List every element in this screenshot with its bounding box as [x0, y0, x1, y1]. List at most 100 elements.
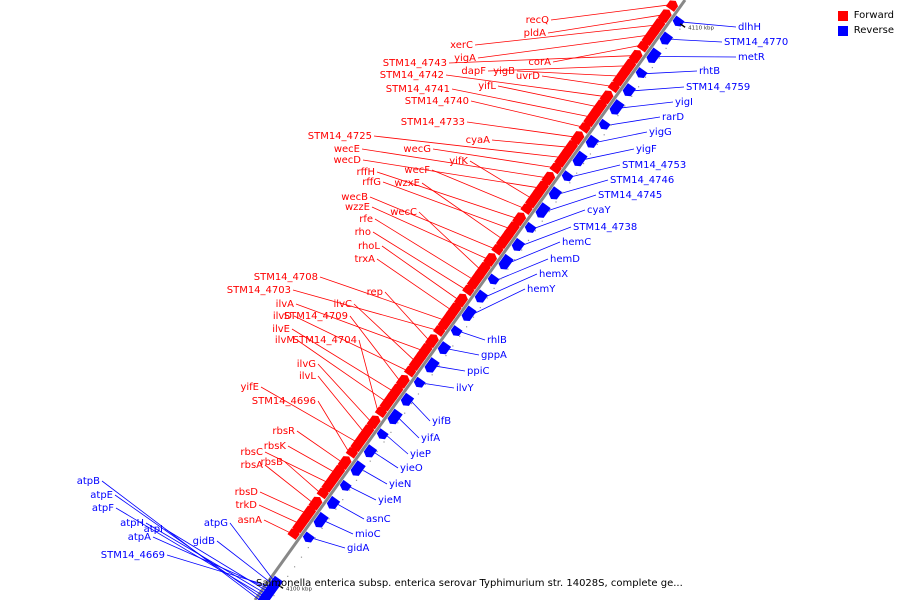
forward-gene-leader [487, 65, 626, 72]
reverse-gene-arrow [622, 83, 637, 97]
axis-minor-dot [355, 479, 358, 481]
axis-minor-dot [307, 546, 309, 549]
forward-gene-arrow [491, 244, 504, 256]
reverse-gene-label: ppiC [467, 366, 489, 377]
forward-gene-leader [372, 231, 466, 290]
forward-gene-leader [466, 121, 575, 138]
reverse-gene-leader [583, 148, 635, 161]
forward-gene-arrow [292, 514, 310, 534]
reverse-gene-label: yieO [400, 463, 423, 474]
reverse-gene-label: hemD [550, 254, 580, 265]
axis-tick-label: 4110 kbp [688, 25, 714, 31]
forward-gene-arrow [437, 311, 456, 331]
reverse-gene-arrow [400, 392, 415, 406]
axis-minor-dot [280, 585, 282, 587]
reverse-gene-label: cyaY [587, 205, 612, 216]
reverse-gene-arrow [672, 15, 685, 27]
forward-gene-leader [319, 276, 444, 321]
forward-gene-leader [362, 159, 538, 189]
forward-gene-label: wecF [404, 165, 430, 176]
reverse-gene-label: hemC [562, 237, 591, 248]
axis-minor-dot [527, 239, 530, 241]
axis-minor-dot [521, 249, 523, 251]
reverse-gene-arrow [350, 460, 366, 476]
reverse-gene-leader [114, 494, 263, 600]
reverse-gene-arrow [376, 428, 389, 440]
reverse-gene-leader [533, 209, 586, 229]
reverse-gene-arrow [598, 118, 611, 130]
forward-gene-leader [547, 14, 662, 34]
forward-gene-arrow [612, 67, 630, 87]
forward-gene-arrow [665, 0, 679, 12]
forward-gene-leader [477, 34, 648, 59]
forward-gene-leader [259, 491, 306, 513]
reverse-gene-leader [397, 417, 420, 439]
axis-minor-dot [390, 431, 392, 433]
reverse-gene-arrow [498, 253, 514, 270]
reverse-gene-arrow [635, 67, 648, 79]
reverse-gene-label: gidA [347, 543, 369, 554]
forward-swatch [837, 10, 848, 21]
reverse-gene-arrow [387, 408, 403, 425]
forward-gene-leader [550, 4, 669, 21]
forward-gene-leader [284, 461, 320, 493]
forward-gene-label: wecD [333, 155, 361, 166]
forward-gene-label: yigB [493, 66, 515, 77]
forward-gene-label: corA [528, 57, 551, 68]
forward-gene-leader [382, 181, 509, 229]
forward-gene-label: rbsB [260, 457, 283, 468]
reverse-gene-arrow [572, 150, 588, 167]
forward-gene-label: wzxE [394, 178, 420, 189]
forward-gene-label: trkD [235, 500, 257, 511]
reverse-gene-label: ilvY [456, 383, 474, 394]
reverse-gene-leader [669, 38, 723, 43]
reverse-gene-leader [620, 101, 674, 109]
reverse-gene-leader [216, 540, 274, 585]
axis-minor-dot [644, 76, 647, 78]
map-caption: Salmonella enterica subsp. enterica sero… [256, 578, 683, 589]
forward-gene-leader [317, 400, 350, 452]
reverse-gene-leader [657, 56, 737, 58]
axis-minor-dot [417, 393, 420, 395]
legend-forward-label: Forward [853, 10, 894, 21]
forward-gene-label: asnA [237, 515, 262, 526]
axis-minor-dot [362, 470, 364, 472]
forward-gene-arrow [549, 162, 562, 175]
axis-minor-dot [293, 566, 296, 568]
forward-gene-leader [361, 148, 546, 178]
forward-gene-label: recQ [526, 15, 550, 26]
reverse-gene-arrow [609, 99, 625, 115]
reverse-gene-label: yigF [636, 144, 657, 155]
axis-minor-dot [465, 326, 468, 328]
reverse-gene-label: mioC [355, 529, 381, 540]
reverse-gene-arrow [561, 170, 574, 182]
axis-minor-dot [328, 518, 330, 520]
legend-reverse-label: Reverse [853, 25, 894, 36]
reverse-gene-arrow [524, 221, 537, 233]
reverse-gene-label: yigI [675, 97, 693, 108]
forward-gene-arrow [350, 433, 368, 453]
forward-gene-arrow [466, 270, 485, 290]
forward-gene-label: ilvG [297, 359, 316, 370]
forward-gene-leader [317, 375, 364, 432]
forward-gene-leader [431, 169, 524, 209]
reverse-gene-leader [361, 468, 388, 485]
forward-gene-leader [469, 160, 531, 199]
axis-minor-dot [431, 374, 433, 376]
reverse-gene-leader [595, 131, 648, 143]
axis-minor-dot [596, 143, 598, 145]
reverse-gene-arrow [548, 186, 563, 200]
reverse-gene-label: rhtB [699, 66, 720, 77]
reverse-gene-label: yifB [432, 416, 451, 427]
forward-gene-leader [264, 464, 313, 503]
reverse-gene-leader [570, 164, 621, 178]
reverse-gene-leader [422, 382, 455, 389]
reverse-gene-leader [632, 86, 685, 92]
axis-minor-dot [562, 191, 564, 193]
forward-gene-leader [541, 75, 611, 87]
forward-gene-arrow [321, 473, 339, 493]
axis-minor-dot [679, 28, 681, 30]
axis-minor-dot [651, 66, 653, 69]
axis-minor-dot [287, 575, 289, 577]
reverse-gene-leader [546, 194, 597, 212]
